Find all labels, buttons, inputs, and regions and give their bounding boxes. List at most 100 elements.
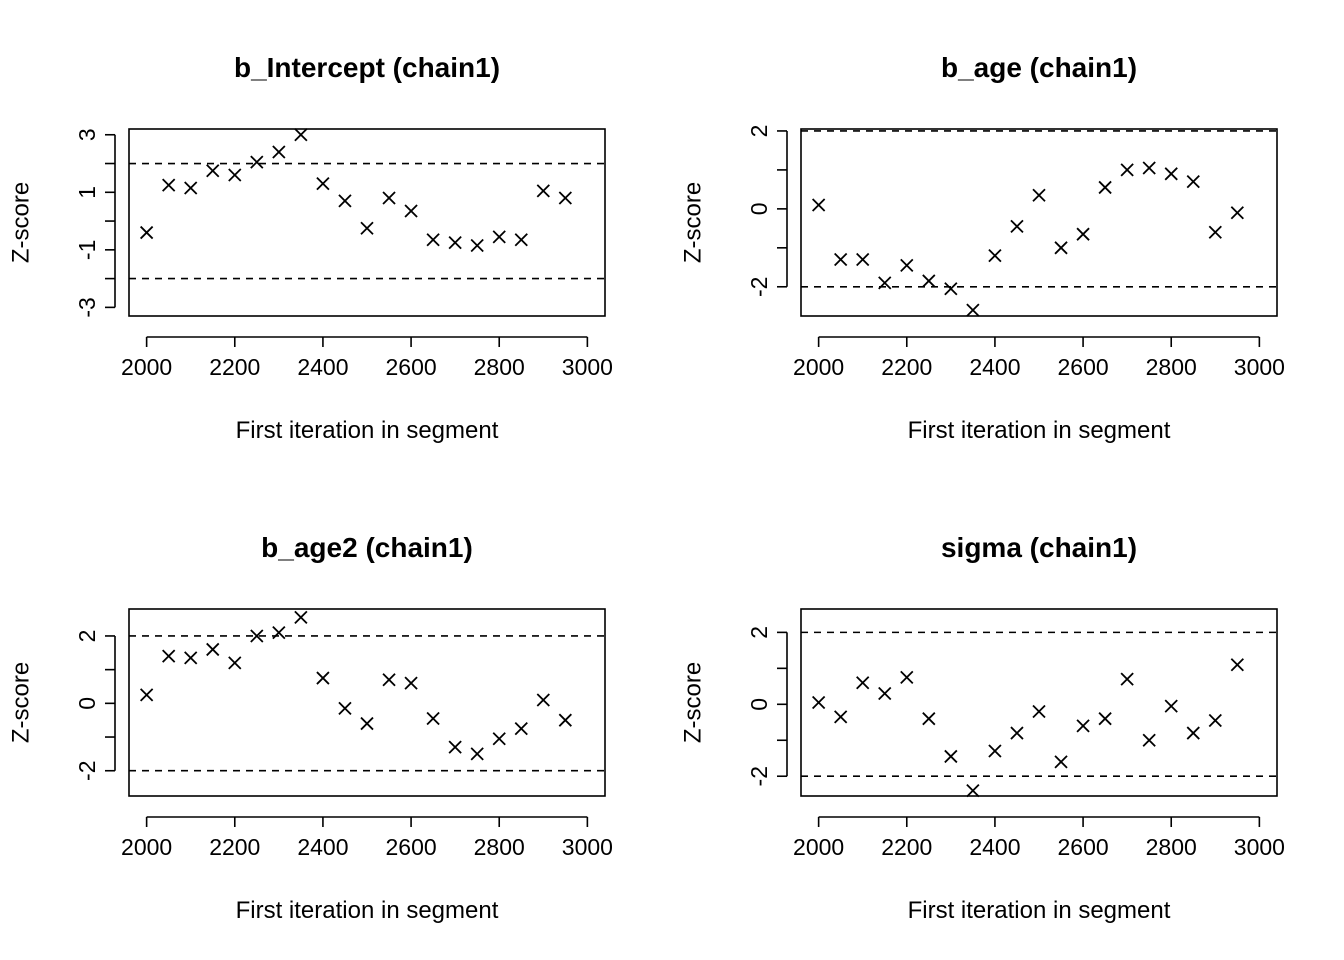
data-point — [492, 732, 506, 746]
x-tick-label: 2000 — [121, 834, 172, 860]
data-point — [228, 656, 242, 670]
data-point — [514, 233, 528, 247]
data-point — [1230, 206, 1244, 220]
data-point — [900, 258, 914, 272]
data-point — [1208, 713, 1222, 728]
panel-b-age2: b_age2 (chain1) 2000 2200 2400 2600 2800 3000 F… — [8, 532, 613, 924]
y-tick-label: -2 — [746, 277, 772, 297]
data-point — [1032, 704, 1046, 719]
data-point — [162, 178, 176, 192]
y-axis-label: Z-score — [8, 182, 35, 263]
panel-b-age: b_age (chain1) 2000 2200 2400 2600 2800 3000 Fi… — [680, 52, 1285, 444]
x-axis-label: First iteration in segment — [908, 897, 1171, 924]
data-point — [184, 181, 198, 195]
data-point — [878, 686, 892, 701]
chart-title: b_age (chain1) — [941, 52, 1137, 83]
data-point — [184, 651, 198, 665]
data-point — [294, 128, 308, 142]
data-point — [139, 225, 154, 240]
y-tick-label: 3 — [74, 128, 100, 141]
y-tick-label: 2 — [746, 626, 772, 639]
x-tick-label: 2600 — [385, 354, 436, 380]
x-tick-label: 2200 — [209, 834, 260, 860]
data-point — [206, 642, 220, 657]
data-point — [272, 625, 286, 640]
data-point — [316, 671, 330, 685]
data-point — [856, 252, 870, 267]
y-tick-label: -1 — [74, 240, 100, 260]
data-point — [294, 610, 308, 625]
data-point — [536, 184, 550, 198]
data-point — [426, 233, 440, 247]
data-point — [856, 676, 870, 690]
data-point — [1230, 658, 1244, 672]
data-point — [470, 747, 484, 761]
x-axis-label: First iteration in segment — [236, 897, 499, 924]
plot-frame — [128, 128, 606, 317]
data-point — [426, 711, 440, 726]
x-tick-label: 2200 — [881, 834, 932, 860]
data-point — [162, 649, 176, 663]
data-point — [1186, 174, 1200, 189]
plot-frame — [128, 608, 606, 797]
data-point — [1076, 719, 1090, 733]
x-tick-label: 2400 — [969, 834, 1020, 860]
data-point — [878, 276, 892, 290]
x-tick-label: 2000 — [793, 834, 844, 860]
x-tick-label: 2600 — [1057, 834, 1108, 860]
x-tick-label: 2800 — [474, 354, 525, 380]
data-point — [966, 303, 980, 317]
x-tick-label: 2000 — [121, 354, 172, 380]
y-tick-label: 0 — [746, 698, 772, 711]
plot-frame — [800, 608, 1278, 797]
chart-title: b_Intercept (chain1) — [234, 52, 500, 83]
x-tick-label: 2400 — [297, 354, 348, 380]
data-point — [536, 693, 550, 707]
x-tick-label: 3000 — [1234, 834, 1285, 860]
data-point — [922, 274, 936, 288]
x-axis-label: First iteration in segment — [236, 417, 499, 444]
data-point — [988, 248, 1002, 263]
y-axis-label: Z-score — [680, 182, 707, 263]
chart-title: sigma (chain1) — [941, 532, 1137, 563]
data-point — [1010, 219, 1024, 234]
y-tick-label: -2 — [746, 766, 772, 786]
y-tick-label: 2 — [746, 125, 772, 138]
x-axis-label: First iteration in segment — [908, 417, 1171, 444]
data-point — [811, 198, 826, 212]
data-point — [988, 744, 1002, 758]
y-tick-label: 1 — [74, 186, 100, 199]
data-point — [1142, 733, 1156, 747]
panel-sigma: sigma (chain1) 2000 2200 2400 2600 2800 3000 Fi… — [680, 532, 1285, 924]
data-point — [1032, 188, 1046, 202]
x-tick-label: 3000 — [562, 354, 613, 380]
x-tick-label: 3000 — [1234, 354, 1285, 380]
data-point — [900, 670, 914, 684]
data-point — [514, 721, 528, 736]
panel-b-intercept: b_Intercept (chain1) 2000 2200 2400 2600 2800… — [8, 52, 613, 444]
data-point — [922, 712, 936, 726]
data-point — [558, 191, 572, 205]
data-point — [1164, 699, 1178, 713]
data-point — [1208, 225, 1222, 239]
data-point — [1054, 755, 1068, 769]
data-point — [206, 164, 220, 178]
data-point — [338, 701, 352, 716]
x-tick-label: 2600 — [385, 834, 436, 860]
data-point — [228, 168, 242, 182]
x-tick-label: 2000 — [793, 354, 844, 380]
x-tick-label: 2200 — [209, 354, 260, 380]
x-tick-label: 3000 — [562, 834, 613, 860]
data-point — [558, 713, 572, 727]
x-tick-label: 2400 — [969, 354, 1020, 380]
data-point — [448, 236, 462, 250]
data-point — [360, 716, 374, 731]
data-point — [1120, 672, 1134, 686]
x-tick-label: 2800 — [474, 834, 525, 860]
plot-frame — [800, 128, 1278, 317]
data-point — [360, 221, 374, 235]
data-point — [944, 282, 958, 296]
data-point — [139, 688, 154, 702]
y-tick-label: 0 — [74, 697, 100, 710]
x-tick-label: 2200 — [881, 354, 932, 380]
